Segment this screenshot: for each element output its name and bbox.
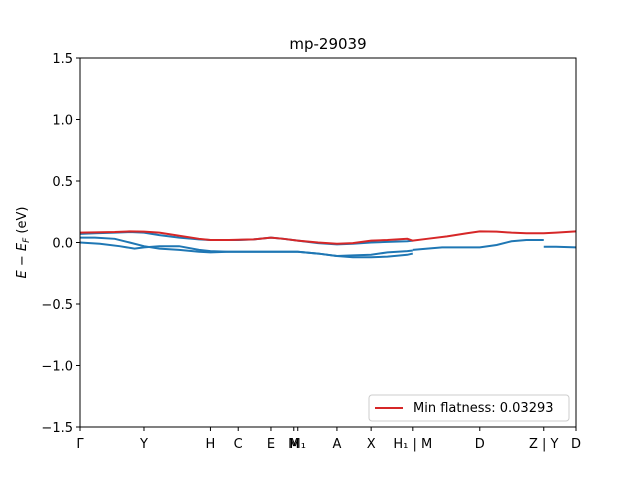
legend-label: Min flatness: 0.03293 — [413, 401, 554, 416]
y-tick-label: −1.5 — [41, 421, 73, 436]
band-line-3 — [543, 245, 577, 249]
x-tick-label: Γ — [76, 437, 84, 452]
x-tick-label: H₁ | M — [393, 437, 432, 452]
legend: Min flatness: 0.03293 — [368, 394, 570, 422]
band-line-5 — [79, 230, 577, 245]
y-tick-label: 1.0 — [52, 114, 73, 129]
x-tick-label: Z | Y — [529, 437, 559, 452]
x-tick-label: M₁ — [290, 437, 306, 452]
plot-lines — [79, 230, 577, 259]
y-tick-label: −0.5 — [41, 298, 73, 313]
x-tick-label: D — [475, 437, 485, 452]
y-tick-label: 0.5 — [52, 175, 73, 190]
x-tick-label: Y — [139, 437, 148, 452]
band-line-1 — [79, 241, 413, 258]
y-axis-ticks: −1.5 −1.0 −0.5 0.0 0.5 1.0 1.5 — [41, 52, 80, 436]
y-tick-label: 0.0 — [52, 237, 73, 252]
y-tick-label: −1.0 — [41, 360, 73, 375]
x-tick-label: X — [367, 437, 376, 452]
legend-box — [368, 394, 570, 422]
chart-title: mp-29039 — [289, 35, 366, 53]
x-axis-ticks: Γ Y H C E MM₁ A X H₁ | M D Z | Y D — [76, 427, 581, 452]
x-tick-label: A — [332, 437, 341, 452]
y-axis-label: E − EF (eV) — [15, 207, 32, 279]
x-tick-label: M — [288, 437, 299, 452]
band-line-2 — [412, 239, 544, 251]
x-tick-label: C — [234, 437, 243, 452]
x-tick-label: H — [206, 437, 216, 452]
x-tick-label: E — [267, 437, 275, 452]
x-tick-label: D — [571, 437, 581, 452]
y-tick-label: 1.5 — [52, 52, 73, 67]
